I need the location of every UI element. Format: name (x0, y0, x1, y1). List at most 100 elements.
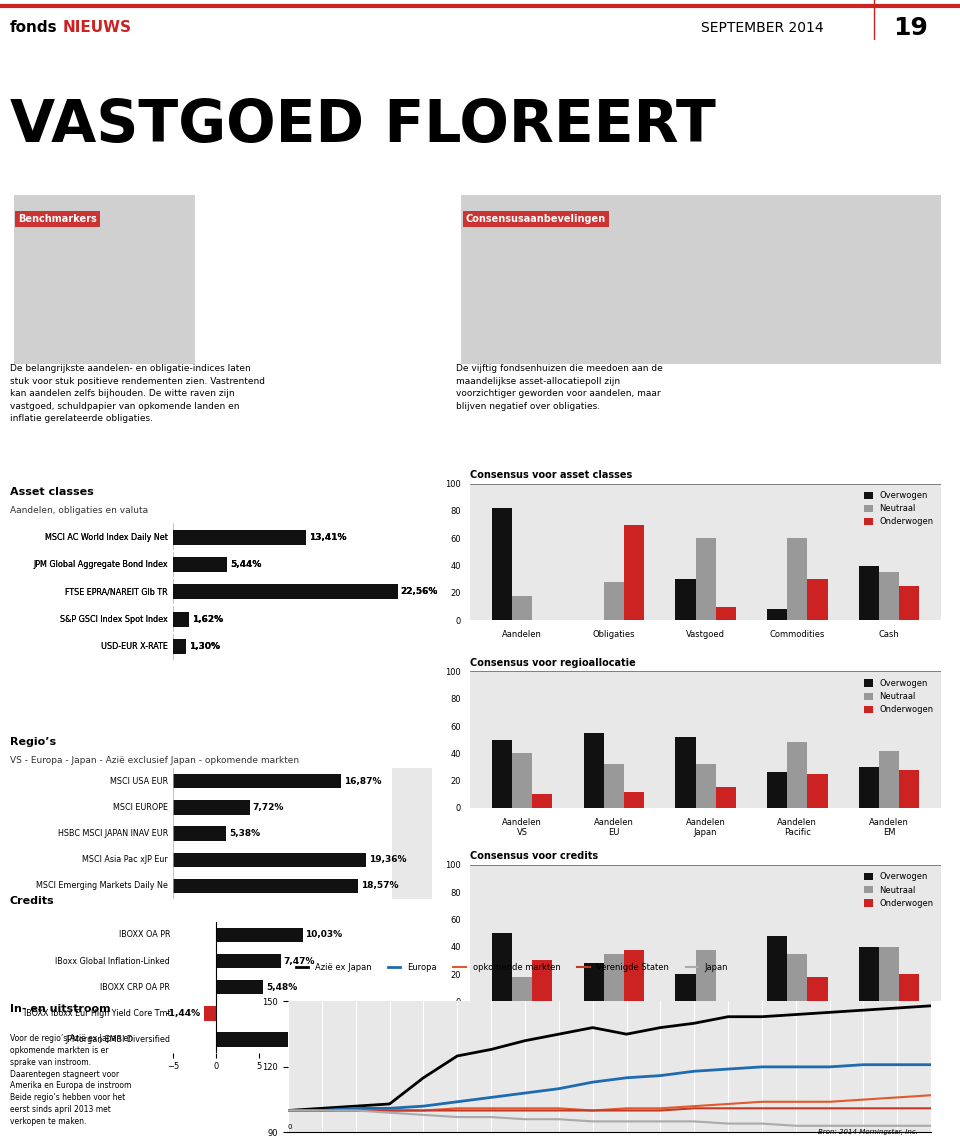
Bar (879, 572, 900, 620)
Text: MSCI USA EUR: MSCI USA EUR (109, 777, 168, 785)
Bar (900, 769, 920, 808)
Bar (512, 753, 532, 808)
FancyBboxPatch shape (173, 768, 392, 794)
Text: -1,44%: -1,44% (166, 1009, 201, 1017)
Text: 10,03%: 10,03% (305, 931, 343, 939)
Text: Consensus voor regioallocatie: Consensus voor regioallocatie (470, 658, 636, 668)
Text: 19,36%: 19,36% (369, 856, 406, 864)
Text: HSBC MSCI JAPAN INAV EUR: HSBC MSCI JAPAN INAV EUR (58, 830, 168, 838)
Text: Benchmarkers: Benchmarkers (18, 214, 97, 224)
Bar (695, 538, 716, 620)
Text: IBOXX OA PR: IBOXX OA PR (119, 931, 170, 939)
Text: 1,30%: 1,30% (189, 642, 220, 651)
Text: fonds: fonds (10, 20, 58, 35)
Bar (173, 852, 366, 867)
Text: Regio’s: Regio’s (10, 737, 56, 748)
Bar (532, 794, 552, 808)
FancyBboxPatch shape (13, 196, 196, 364)
Text: NIEUWS: NIEUWS (62, 20, 132, 35)
FancyBboxPatch shape (173, 794, 392, 820)
FancyBboxPatch shape (461, 196, 941, 364)
Bar (675, 737, 695, 808)
Bar (173, 529, 306, 545)
Bar (204, 1006, 216, 1021)
Bar (879, 947, 900, 1001)
Bar (787, 742, 807, 808)
Bar (173, 556, 227, 572)
Text: JPM Global Aggregate Bond Index: JPM Global Aggregate Bond Index (34, 560, 168, 569)
Legend: Overwogen, Neutraal, Onderwogen: Overwogen, Neutraal, Onderwogen (861, 488, 937, 530)
FancyBboxPatch shape (173, 847, 392, 873)
Bar (604, 582, 624, 620)
Text: 5,44%: 5,44% (230, 560, 261, 569)
Text: S&P GSCI Index Spot Index: S&P GSCI Index Spot Index (60, 615, 168, 624)
Text: 7,72%: 7,72% (252, 803, 284, 811)
Text: USD-EUR X-RATE: USD-EUR X-RATE (101, 642, 168, 651)
Text: 5,38%: 5,38% (229, 830, 260, 838)
Text: 7,47%: 7,47% (283, 957, 315, 965)
Bar (532, 960, 552, 1001)
Bar (173, 774, 341, 789)
Text: Consensus voor credits: Consensus voor credits (470, 851, 598, 861)
Bar (807, 774, 828, 808)
Bar (492, 509, 512, 620)
FancyBboxPatch shape (172, 551, 432, 578)
Bar (584, 733, 604, 808)
Text: VASTGOED FLOREERT: VASTGOED FLOREERT (10, 97, 715, 154)
FancyBboxPatch shape (172, 633, 432, 660)
FancyBboxPatch shape (172, 605, 432, 633)
Text: 19: 19 (893, 16, 927, 40)
Bar (767, 609, 787, 620)
Text: 22,56%: 22,56% (400, 587, 438, 596)
Bar (767, 935, 787, 1001)
Text: Aandelen, obligaties en valuta: Aandelen, obligaties en valuta (10, 505, 148, 514)
FancyBboxPatch shape (173, 974, 432, 1000)
Text: 0: 0 (288, 1124, 293, 1130)
Bar (216, 954, 280, 968)
Bar (675, 579, 695, 620)
Bar (900, 974, 920, 1001)
Text: 18,57%: 18,57% (361, 882, 398, 890)
Text: USD-EUR X-RATE: USD-EUR X-RATE (101, 642, 168, 651)
Bar (624, 525, 644, 620)
Bar (173, 584, 397, 600)
FancyBboxPatch shape (173, 820, 392, 847)
Text: 5,48%: 5,48% (266, 983, 298, 991)
Text: 16,38%: 16,38% (360, 1036, 397, 1044)
Text: VS - Europa - Japan - Azië exclusief Japan - opkomende markten: VS - Europa - Japan - Azië exclusief Jap… (10, 757, 299, 765)
Bar (173, 879, 358, 893)
Bar (173, 638, 185, 654)
Text: Asset classes: Asset classes (10, 487, 93, 497)
Bar (807, 976, 828, 1001)
Text: IBOXX CRP OA PR: IBOXX CRP OA PR (101, 983, 170, 991)
FancyBboxPatch shape (173, 1000, 432, 1026)
Bar (716, 787, 736, 808)
Text: JPMorgan EMBI Diversified: JPMorgan EMBI Diversified (65, 1036, 170, 1044)
Bar (859, 767, 879, 808)
Bar (216, 980, 263, 995)
Bar (584, 963, 604, 1001)
Text: IBOXX Iboxx Eur High Yield Core Tmt: IBOXX Iboxx Eur High Yield Core Tmt (24, 1009, 170, 1017)
Text: Consensusaanbevelingen: Consensusaanbevelingen (466, 214, 606, 224)
Text: Consensus voor asset classes: Consensus voor asset classes (470, 470, 633, 480)
Bar (675, 974, 695, 1001)
Text: 1,30%: 1,30% (189, 642, 220, 651)
Bar (512, 976, 532, 1001)
Text: 1,62%: 1,62% (192, 615, 223, 624)
Text: MSCI Emerging Markets Daily Ne: MSCI Emerging Markets Daily Ne (36, 882, 168, 890)
Text: Bron: 2014 Morningstar, Inc.: Bron: 2014 Morningstar, Inc. (818, 1129, 919, 1136)
Text: In- en uitstroom: In- en uitstroom (10, 1004, 110, 1014)
Text: S&P GSCI Index Spot Index: S&P GSCI Index Spot Index (60, 615, 168, 624)
Bar (173, 584, 397, 600)
Text: SEPTEMBER 2014: SEPTEMBER 2014 (701, 20, 824, 35)
Bar (173, 556, 227, 572)
Bar (624, 949, 644, 1001)
Bar (859, 947, 879, 1001)
Bar (879, 751, 900, 808)
Text: MSCI EUROPE: MSCI EUROPE (113, 803, 168, 811)
Text: 5,44%: 5,44% (230, 560, 261, 569)
Text: FTSE EPRA/NAREIT Glb TR: FTSE EPRA/NAREIT Glb TR (65, 587, 168, 596)
Bar (173, 611, 189, 627)
Text: De belangrijkste aandelen- en obligatie-indices laten
stuk voor stuk positieve r: De belangrijkste aandelen- en obligatie-… (10, 364, 265, 423)
Text: MSCI Asia Pac xJP Eur: MSCI Asia Pac xJP Eur (82, 856, 168, 864)
